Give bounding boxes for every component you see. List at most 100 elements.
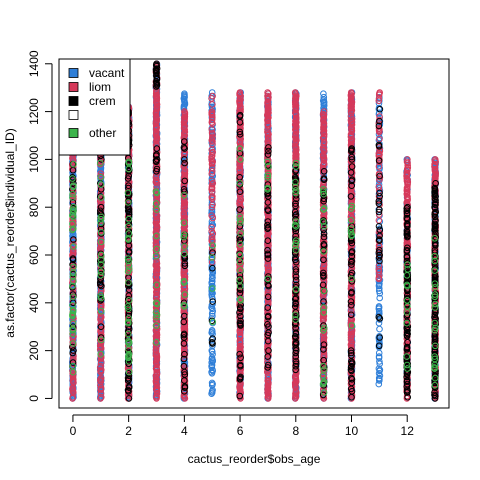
data-point <box>97 325 105 333</box>
data-point <box>97 272 104 279</box>
data-point <box>125 297 133 304</box>
data-point <box>69 255 77 262</box>
data-point <box>125 330 132 338</box>
data-point <box>153 156 161 163</box>
data-point <box>97 238 105 246</box>
data-point <box>69 291 77 298</box>
data-point <box>153 339 160 346</box>
data-point <box>153 60 160 68</box>
data-point <box>153 322 160 329</box>
data-point <box>97 203 105 211</box>
data-point <box>153 313 160 321</box>
data-point <box>125 230 133 237</box>
data-point <box>153 145 161 152</box>
data-point <box>125 337 132 345</box>
data-point <box>69 323 77 331</box>
data-point <box>320 90 327 97</box>
data-point <box>125 262 133 270</box>
data-point <box>152 299 160 307</box>
data-point <box>97 367 104 375</box>
data-point <box>125 368 133 376</box>
data-point <box>125 279 132 286</box>
data-point <box>124 235 132 242</box>
data-point <box>69 273 77 280</box>
data-point <box>96 279 104 286</box>
data-point <box>153 300 161 308</box>
data-point <box>97 257 104 265</box>
data-point <box>97 292 104 300</box>
data-point <box>98 282 105 290</box>
data-point <box>153 281 161 289</box>
data-point <box>70 225 77 232</box>
data-point <box>97 239 104 247</box>
data-point <box>70 203 77 211</box>
data-point <box>98 194 105 201</box>
data-point <box>69 343 76 351</box>
data-point <box>70 263 77 271</box>
data-point <box>152 327 160 334</box>
data-point <box>153 232 160 240</box>
data-point <box>69 319 77 327</box>
data-point <box>97 170 105 177</box>
data-point <box>97 275 104 283</box>
data-point <box>98 258 105 266</box>
data-point <box>124 189 132 197</box>
data-point <box>153 65 161 72</box>
data-point <box>70 182 77 189</box>
data-point <box>152 188 160 195</box>
data-point <box>125 395 133 402</box>
data-point <box>69 340 77 347</box>
data-point <box>125 199 132 206</box>
data-point <box>125 305 132 313</box>
data-point <box>69 194 76 201</box>
data-point <box>70 347 77 354</box>
data-point <box>125 282 132 290</box>
data-point <box>125 323 132 331</box>
data-point <box>69 293 77 301</box>
data-point <box>125 158 133 166</box>
data-point <box>97 215 105 223</box>
data-point <box>97 174 105 181</box>
data-point <box>97 261 105 268</box>
data-point <box>125 215 133 223</box>
data-point <box>125 266 133 273</box>
data-point <box>97 334 105 341</box>
data-point <box>153 384 161 392</box>
data-point <box>125 182 132 189</box>
data-point <box>124 207 132 215</box>
data-point <box>70 236 77 243</box>
data-point <box>97 307 105 315</box>
data-point <box>69 310 77 317</box>
data-point <box>124 318 132 326</box>
data-point <box>97 256 105 264</box>
data-point <box>125 220 133 228</box>
data-point <box>69 330 76 338</box>
data-point <box>97 159 104 167</box>
data-point <box>125 223 132 230</box>
data-point <box>124 303 132 310</box>
data-point <box>97 312 105 320</box>
data-point <box>97 213 105 221</box>
data-point <box>97 251 105 259</box>
data-point <box>97 395 104 402</box>
data-point <box>97 193 104 200</box>
data-point <box>125 383 133 390</box>
data-point <box>69 190 76 198</box>
data-point <box>153 368 160 376</box>
data-point <box>153 245 160 253</box>
data-point <box>97 229 105 236</box>
data-point <box>125 295 132 303</box>
data-point <box>97 207 104 215</box>
data-point <box>97 285 105 292</box>
data-point <box>69 187 77 194</box>
data-point <box>69 301 76 309</box>
data-point <box>125 257 132 265</box>
data-point <box>153 165 161 173</box>
data-point <box>97 336 105 344</box>
data-point <box>153 353 161 360</box>
data-point <box>124 255 132 262</box>
data-point <box>70 243 77 250</box>
data-point <box>97 350 104 358</box>
data-point <box>152 209 160 217</box>
